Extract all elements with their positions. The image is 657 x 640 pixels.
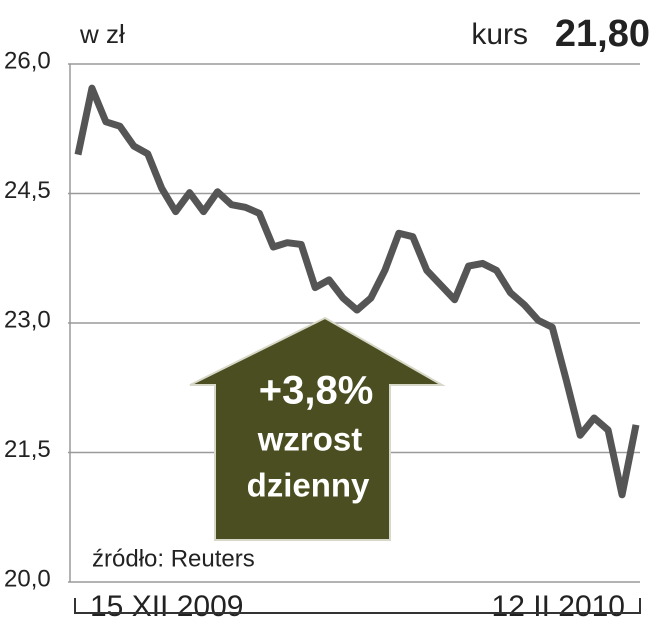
x-tick-label: 15 XII 2009 <box>90 590 243 623</box>
price-line <box>74 84 640 499</box>
price-caption: kurs <box>471 18 528 51</box>
y-tick-label: 26,0 <box>4 47 51 74</box>
source: źródło: Reuters <box>92 545 255 572</box>
y-tick-label: 24,5 <box>4 177 51 204</box>
annotation: wzrost <box>257 421 363 458</box>
annotation: +3,8% <box>259 369 374 413</box>
price-value: 21,80 <box>555 13 650 55</box>
y-tick-label: 21,5 <box>4 436 51 463</box>
unit-label: w zł <box>79 19 125 49</box>
arrow <box>189 316 446 541</box>
y-tick-label: 23,0 <box>4 306 51 333</box>
date-bracket <box>74 598 641 614</box>
x-tick-label: 12 II 2010 <box>492 590 625 623</box>
y-tick-label: 20,0 <box>4 565 51 592</box>
annotation: dzienny <box>247 467 370 504</box>
